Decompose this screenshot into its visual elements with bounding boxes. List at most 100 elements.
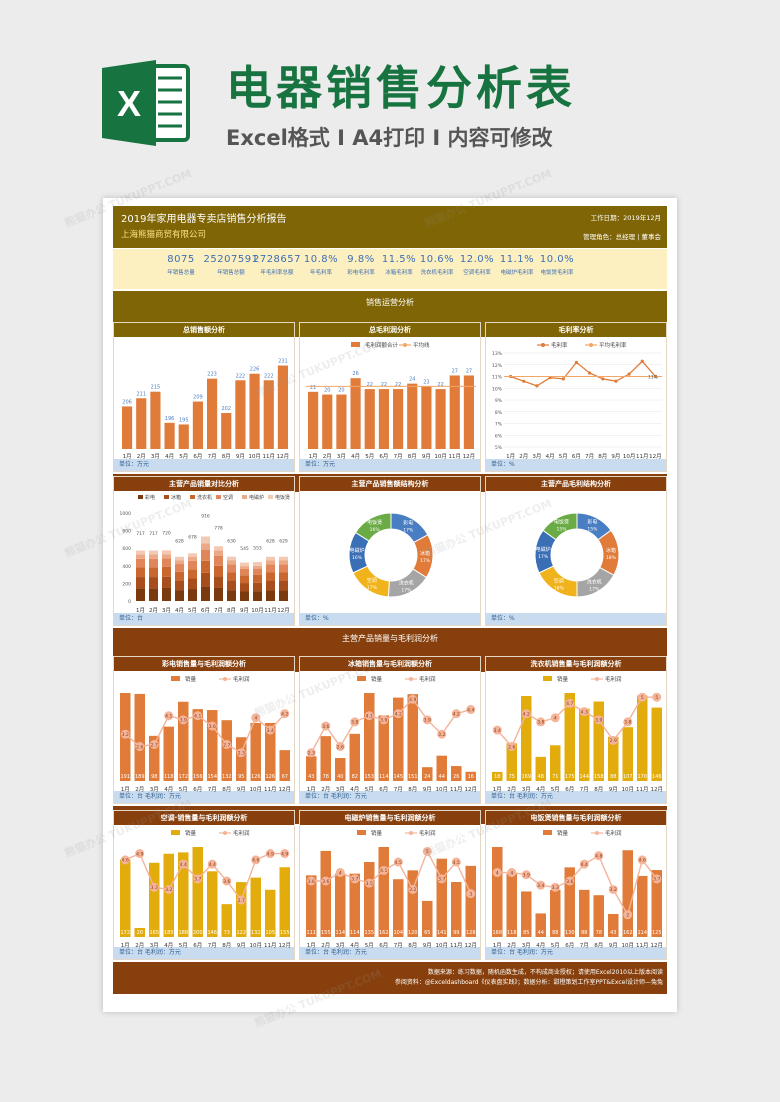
- data-label: 44: [538, 930, 544, 936]
- data-label: 85: [523, 930, 529, 936]
- slice-label: 电饭煲: [554, 519, 569, 526]
- slice-value: 17%: [538, 554, 549, 560]
- bar: [393, 389, 404, 449]
- y-tick-label: 8%: [495, 410, 503, 416]
- point: [561, 377, 565, 381]
- slice-label: 冰箱: [420, 550, 430, 557]
- point-label: 4: [510, 870, 513, 876]
- point-label: 3.8: [351, 720, 358, 726]
- y-tick-label: 9%: [495, 398, 503, 404]
- legend-label: 销量: [185, 675, 197, 683]
- point: [451, 709, 461, 719]
- x-tick-label: 6月: [193, 453, 202, 460]
- chart-title: 主营产品毛利结构分析: [486, 477, 666, 491]
- data-label: 155: [321, 930, 331, 936]
- point: [236, 748, 246, 758]
- bar: [407, 694, 418, 781]
- point-label: 3.7: [194, 877, 201, 883]
- point: [135, 849, 145, 859]
- point: [550, 882, 560, 892]
- point-label: 4.9: [281, 851, 288, 857]
- x-tick-label: 3月: [337, 453, 346, 460]
- bar-segment: [136, 567, 145, 578]
- bar: [564, 867, 575, 937]
- data-label: 95: [238, 774, 244, 780]
- legend-label: 销量: [371, 675, 383, 683]
- point-label: 5: [655, 695, 658, 701]
- bar-segment: [279, 572, 288, 581]
- point: [265, 849, 275, 859]
- slice-value: 15%: [587, 527, 598, 533]
- bar: [306, 875, 317, 937]
- x-tick-label: 5月: [365, 453, 374, 460]
- bar-segment: [227, 560, 236, 565]
- data-label: 630: [227, 539, 236, 545]
- bar-segment: [175, 571, 184, 581]
- bar: [320, 736, 331, 781]
- point: [135, 742, 145, 752]
- data-label: 202: [221, 406, 231, 412]
- point: [422, 846, 432, 856]
- bar-segment: [136, 558, 145, 568]
- x-tick-label: 5月: [551, 786, 560, 793]
- legend-label: 毛利润: [233, 829, 250, 837]
- data-label: 40: [337, 774, 343, 780]
- point-label: 4.8: [595, 853, 602, 859]
- x-tick-label: 3月: [150, 786, 159, 793]
- point: [164, 711, 174, 721]
- x-tick-label: 4月: [546, 453, 555, 460]
- kpi-label: 空调毛利率: [463, 270, 491, 276]
- point-label: 2.3: [308, 751, 315, 757]
- chart-svg: 销量 毛利润 191 189 98 118 172 156 154 132 95 126 126 67 3.…: [120, 675, 291, 793]
- bar: [277, 365, 288, 449]
- data-label: 185: [164, 930, 174, 936]
- point: [550, 713, 560, 723]
- point-label: 4.4: [180, 862, 187, 868]
- bar: [378, 715, 389, 781]
- bar: [150, 391, 161, 449]
- x-tick-label: 1月: [121, 942, 130, 949]
- bar-segment: [188, 569, 197, 579]
- report-title: 2019年家用电器专卖店销售分析报告: [121, 214, 287, 225]
- legend-swatch: [543, 830, 552, 835]
- bar-segment: [201, 560, 210, 573]
- kpi-strip: 8075 年销售总量 25207591 年销售总额 2728657 年毛利率总额 10.8%…: [113, 249, 667, 289]
- point: [623, 910, 633, 920]
- bar-segment: [214, 587, 223, 601]
- data-label: 18: [494, 774, 500, 780]
- bar-segment: [136, 588, 145, 601]
- point-label: 3.2: [122, 732, 129, 738]
- point: [236, 895, 246, 905]
- legend-marker: [223, 677, 227, 681]
- slice-label: 洗衣机: [399, 579, 414, 586]
- x-tick-label: 3月: [522, 942, 531, 949]
- slice-value: 17%: [401, 587, 412, 593]
- hero-title: 电器销售分析表: [226, 61, 576, 115]
- x-tick-label: 8月: [408, 453, 417, 460]
- data-label: 126: [265, 774, 275, 780]
- x-tick-label: 11月: [449, 453, 462, 460]
- bar: [465, 771, 476, 781]
- point: [522, 379, 526, 383]
- point: [536, 717, 546, 727]
- chart-unit: 单位：台 毛利润：万元: [486, 791, 666, 803]
- point-label: 4: [496, 870, 499, 876]
- data-label: 144: [579, 774, 589, 780]
- y-tick-label: 6%: [495, 433, 503, 439]
- point-label: 2.7: [151, 742, 158, 748]
- bar: [449, 375, 460, 449]
- point-label: 3.9: [595, 718, 602, 724]
- point: [492, 725, 502, 735]
- point-label: 4.9: [267, 851, 274, 857]
- point: [422, 715, 432, 725]
- bar: [250, 722, 261, 781]
- point: [623, 717, 633, 727]
- chart-title: 电磁炉销售量与毛利润额分析: [300, 811, 480, 825]
- data-label: 88: [610, 774, 616, 780]
- x-tick-label: 8月: [222, 786, 231, 793]
- bar: [221, 413, 232, 449]
- x-tick-label: 5月: [559, 453, 568, 460]
- x-tick-label: 7月: [394, 942, 403, 949]
- kpi-value: 11.5%: [381, 254, 417, 265]
- data-label: 114: [335, 930, 345, 936]
